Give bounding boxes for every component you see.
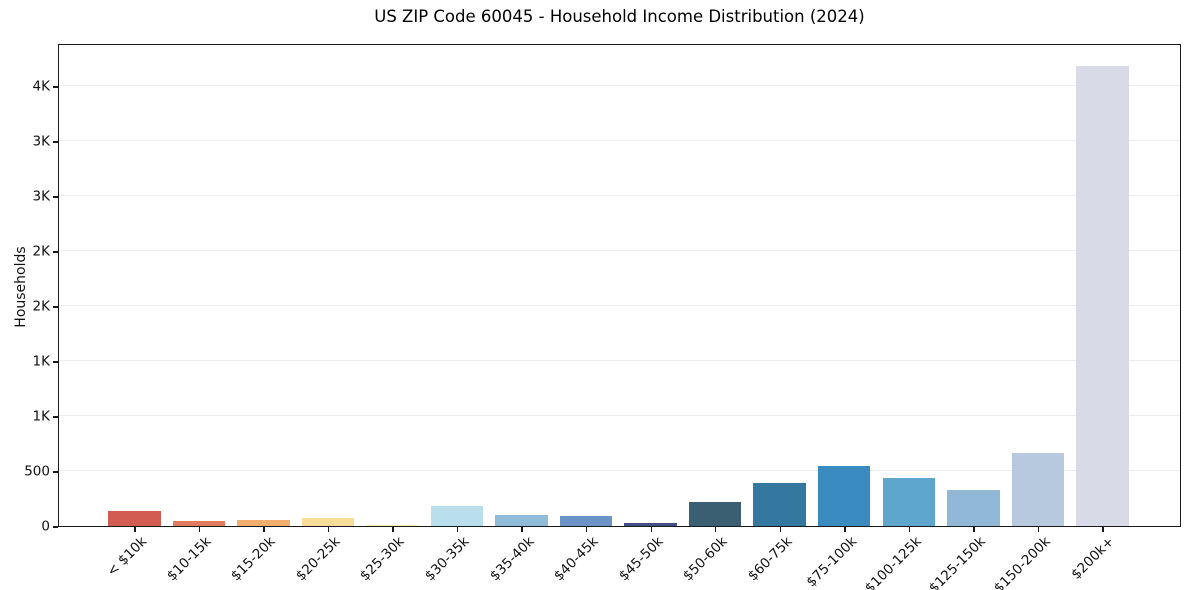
x-tick-mark bbox=[715, 527, 717, 532]
bar-13 bbox=[882, 478, 935, 526]
y-tick-label: 2K bbox=[32, 298, 50, 315]
bar-14 bbox=[947, 489, 1000, 526]
x-tick-label: $15-20k bbox=[228, 533, 279, 585]
x-tick-label: $30-35k bbox=[421, 533, 473, 585]
y-tick-mark bbox=[53, 141, 58, 143]
x-tick-mark bbox=[779, 527, 781, 532]
x-tick-label: $45-50k bbox=[615, 533, 667, 585]
x-tick-mark bbox=[908, 527, 911, 532]
plot-area bbox=[58, 44, 1181, 527]
y-tick-mark bbox=[53, 416, 58, 418]
x-tick-label: $50-60k bbox=[680, 533, 731, 585]
x-tick-mark bbox=[198, 527, 201, 532]
y-tick-label: 500 bbox=[24, 463, 50, 480]
bar-9 bbox=[624, 523, 677, 526]
gridline bbox=[59, 359, 1180, 361]
y-tick-label: 1K bbox=[32, 408, 50, 425]
x-tick-label: $75-100k bbox=[802, 533, 860, 590]
x-tick-label: $40-45k bbox=[550, 533, 602, 585]
x-tick-label: $200k+ bbox=[1068, 533, 1118, 583]
x-tick-label: $25-30k bbox=[357, 533, 409, 585]
x-tick-label: $60-75k bbox=[744, 533, 796, 585]
x-tick-mark bbox=[392, 527, 394, 532]
y-tick-mark bbox=[53, 86, 58, 88]
bar-15 bbox=[1011, 453, 1065, 526]
bar-16 bbox=[1076, 66, 1129, 526]
x-tick-mark bbox=[1037, 527, 1040, 532]
gridline bbox=[59, 414, 1180, 416]
bar-1 bbox=[108, 510, 161, 526]
x-tick-label: $35-40k bbox=[486, 533, 538, 585]
y-tick-mark bbox=[53, 361, 58, 363]
x-tick-label: $125-150k bbox=[925, 533, 989, 590]
y-tick-label: 4K bbox=[32, 78, 50, 95]
x-tick-mark bbox=[1102, 527, 1104, 532]
x-tick-label: $100-125k bbox=[861, 533, 925, 590]
y-tick-mark bbox=[53, 251, 58, 253]
gridline bbox=[59, 249, 1180, 251]
chart-title: US ZIP Code 60045 - Household Income Dis… bbox=[374, 7, 865, 26]
bar-10 bbox=[688, 502, 742, 526]
x-tick-label: $150-200k bbox=[990, 533, 1054, 590]
bar-12 bbox=[817, 465, 871, 526]
bar-7 bbox=[495, 514, 548, 526]
x-tick-mark bbox=[327, 527, 330, 532]
x-tick-mark bbox=[456, 527, 459, 532]
x-tick-mark bbox=[134, 527, 136, 532]
gridline bbox=[59, 84, 1180, 86]
bar-4 bbox=[301, 517, 355, 526]
gridline bbox=[59, 304, 1180, 306]
x-tick-mark bbox=[650, 527, 652, 532]
bar-11 bbox=[753, 483, 806, 526]
y-tick-label: 1K bbox=[32, 353, 50, 370]
bar-2 bbox=[172, 521, 226, 526]
y-tick-mark bbox=[53, 526, 58, 528]
x-tick-label: < $10k bbox=[103, 533, 150, 580]
x-tick-label: $20-25k bbox=[292, 533, 344, 585]
x-tick-mark bbox=[844, 527, 846, 532]
x-tick-label: $10-15k bbox=[163, 533, 215, 585]
bar-5 bbox=[366, 525, 419, 526]
y-tick-mark bbox=[53, 196, 58, 198]
gridline bbox=[59, 139, 1180, 141]
y-tick-label: 3K bbox=[32, 133, 50, 150]
y-tick-label: 0 bbox=[41, 518, 50, 535]
bar-6 bbox=[430, 506, 484, 526]
bar-3 bbox=[237, 519, 290, 526]
x-tick-mark bbox=[263, 527, 265, 532]
x-tick-mark bbox=[586, 527, 588, 532]
gridline bbox=[59, 470, 1180, 471]
bar-8 bbox=[559, 516, 613, 526]
y-tick-mark bbox=[53, 471, 58, 473]
x-tick-mark bbox=[973, 527, 975, 532]
y-tick-label: 2K bbox=[32, 243, 50, 260]
y-tick-mark bbox=[53, 306, 58, 308]
x-tick-mark bbox=[521, 527, 523, 532]
y-tick-label: 3K bbox=[32, 188, 50, 205]
gridline bbox=[59, 194, 1180, 196]
